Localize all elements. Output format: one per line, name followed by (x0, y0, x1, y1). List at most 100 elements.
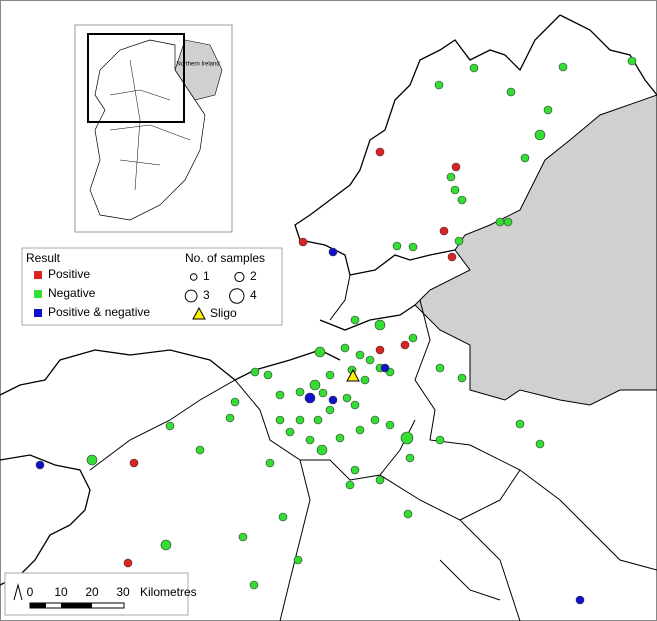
sample-point (405, 453, 415, 463)
sample-point (275, 415, 285, 425)
sample-point (265, 458, 275, 468)
scale-segment (61, 603, 92, 608)
sample-point (360, 375, 370, 385)
sligo-marker (346, 368, 360, 382)
sample-point (451, 162, 461, 172)
sample-point (454, 236, 464, 246)
legend-label: 3 (203, 288, 210, 302)
sample-point (318, 388, 328, 398)
legend-label: Negative (48, 286, 96, 300)
sample-point (304, 392, 316, 404)
coastline (294, 14, 657, 276)
sample-point (355, 425, 365, 435)
sample-point (375, 345, 385, 355)
sample-point (35, 460, 45, 470)
sample-point (238, 532, 248, 542)
sample-point (457, 195, 467, 205)
legend-title: Result (26, 251, 61, 265)
sample-point (298, 237, 308, 247)
sample-point (450, 185, 460, 195)
legend-box (21, 247, 283, 326)
sample-point (328, 395, 338, 405)
sample-point (129, 458, 139, 468)
legend-label: Positive (48, 267, 90, 281)
sample-point (225, 413, 235, 423)
sligo-symbol (192, 306, 206, 320)
size-symbol (189, 273, 198, 281)
scale-tick-label: 0 (27, 585, 34, 599)
sample-point (285, 427, 295, 437)
sample-point (503, 217, 513, 227)
sample-point (335, 433, 345, 443)
scale-tick-label: 30 (116, 585, 130, 599)
sample-point (350, 315, 360, 325)
sample-point (123, 558, 133, 568)
sample-point (370, 415, 380, 425)
legend-swatch (34, 309, 42, 317)
sample-point (403, 509, 413, 519)
sample-point (435, 363, 445, 373)
coastline (319, 304, 416, 331)
sample-point (328, 247, 338, 257)
sample-point (86, 454, 98, 466)
size-symbol (234, 271, 245, 283)
sample-point (345, 480, 355, 490)
county-border (89, 274, 657, 621)
sample-point (408, 242, 418, 252)
sample-point (385, 420, 395, 430)
sample-point (350, 465, 360, 475)
sample-point (293, 555, 303, 565)
sample-point (295, 415, 305, 425)
legend-label: 1 (203, 269, 210, 283)
sample-point (446, 172, 456, 182)
sample-point (314, 346, 326, 358)
sample-point (263, 370, 273, 380)
legend-label: Sligo (210, 306, 237, 320)
sample-point (295, 387, 305, 397)
sample-point (439, 226, 449, 236)
sample-point (250, 367, 260, 377)
sample-point (325, 405, 335, 415)
sample-point (342, 393, 352, 403)
sample-point (278, 512, 288, 522)
scale-segment (30, 603, 46, 608)
sample-point (365, 355, 375, 365)
size-symbol (229, 288, 245, 304)
sample-point (520, 153, 530, 163)
sample-point (165, 421, 175, 431)
sample-point (457, 373, 467, 383)
sample-point (305, 435, 315, 445)
sample-point (313, 415, 323, 425)
inset: Northern Ireland (74, 24, 233, 233)
sample-point (325, 370, 335, 380)
scale-tick-label: 20 (85, 585, 99, 599)
legend-label: 2 (250, 269, 257, 283)
sample-point (515, 419, 525, 429)
sample-point (495, 217, 505, 227)
scale-bar: Kilometres 0 10 20 30 (4, 572, 197, 616)
sample-point (340, 343, 350, 353)
sample-point (434, 80, 444, 90)
legend-title: No. of samples (185, 251, 265, 265)
sample-point (558, 62, 568, 72)
sample-point (355, 350, 365, 360)
sample-point (309, 379, 321, 391)
sample-point (160, 539, 172, 551)
legend-swatch (34, 290, 42, 298)
size-symbol (184, 289, 198, 303)
sample-point (380, 363, 390, 373)
sample-point (375, 475, 385, 485)
inset-label: Northern Ireland (176, 62, 219, 68)
scale-unit: Kilometres (140, 585, 197, 599)
sample-point (534, 129, 546, 141)
sample-point (230, 397, 240, 407)
sample-point (249, 580, 259, 590)
inset-extent (87, 33, 185, 123)
sample-point (316, 444, 328, 456)
sample-point (408, 333, 418, 343)
sample-point (400, 431, 414, 445)
sample-point (435, 435, 445, 445)
sample-point (543, 105, 553, 115)
